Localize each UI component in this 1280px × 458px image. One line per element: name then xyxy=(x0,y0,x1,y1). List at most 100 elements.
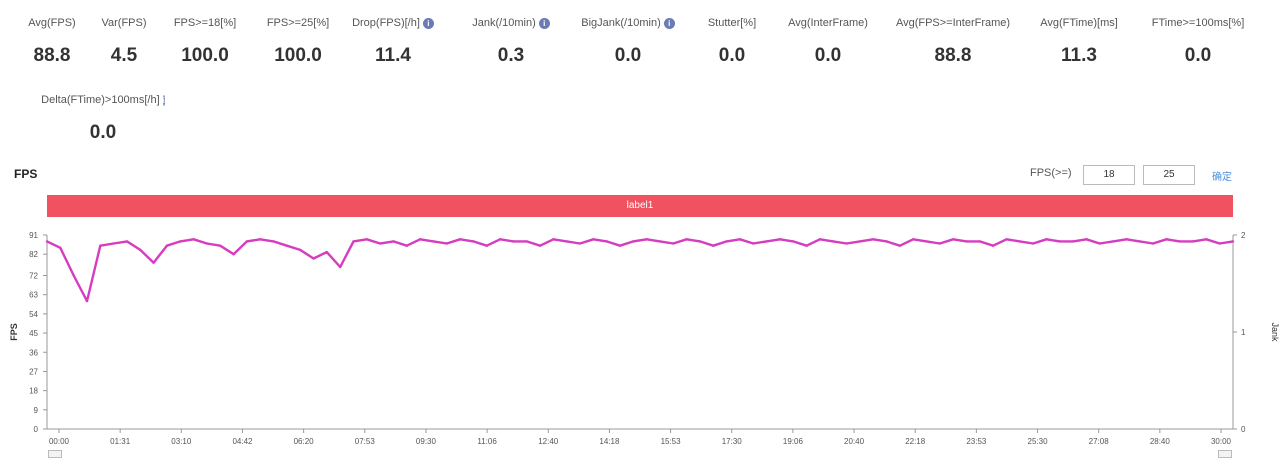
metric-label-text: FPS>=18[%] xyxy=(173,17,237,29)
metric-value: 100.0 xyxy=(181,45,229,66)
fps-data-point xyxy=(232,253,235,256)
y-tick-label: 82 xyxy=(29,250,38,259)
y-tick-label: 72 xyxy=(29,272,38,281)
fps-data-point xyxy=(632,240,635,243)
metric-card: FTime>=100ms[%] 0.0 xyxy=(1143,15,1253,67)
fps-data-point xyxy=(325,250,328,254)
fps-low-input[interactable] xyxy=(1083,165,1135,185)
fps-data-point xyxy=(1205,238,1208,241)
metric-label: BigJank(/10min) i xyxy=(573,15,683,31)
fps-data-point xyxy=(738,238,742,241)
fps-data-point xyxy=(592,238,595,241)
fps-data-point xyxy=(85,299,89,303)
metric-card: BigJank(/10min) i 0.0 xyxy=(573,15,683,67)
fps-data-point xyxy=(925,240,928,243)
y-tick-label: 45 xyxy=(29,329,38,338)
fps-data-point xyxy=(712,244,715,247)
metric-label: Drop(FPS)[/h] i xyxy=(338,15,448,31)
fps-data-point xyxy=(165,244,169,247)
x-tick-label: 22:18 xyxy=(905,437,926,446)
fps-data-point xyxy=(672,242,675,245)
fps-data-point xyxy=(139,248,142,252)
y-tick-label: 0 xyxy=(34,425,39,434)
info-icon[interactable]: i xyxy=(162,94,165,106)
fps-data-point xyxy=(259,238,262,241)
zoom-handle-right[interactable] xyxy=(1218,450,1232,458)
fps-data-point xyxy=(538,244,542,247)
info-icon[interactable]: i xyxy=(422,17,434,29)
fps-data-point xyxy=(938,242,941,245)
fps-section-title: FPS xyxy=(14,167,38,181)
fps-data-point xyxy=(645,238,648,241)
fps-data-point xyxy=(432,240,435,243)
fps-data-point xyxy=(405,244,408,247)
metric-label: Avg(InterFrame) xyxy=(773,15,883,31)
metric-label-text: Stutter[%] xyxy=(707,17,757,29)
label-bar[interactable]: label1 xyxy=(47,195,1233,217)
fps-data-point xyxy=(458,238,462,241)
metric-label: Jank(/10min) i xyxy=(456,15,566,31)
fps-filter-label: FPS(>=) xyxy=(1030,167,1072,179)
fps-data-point xyxy=(1178,240,1181,243)
x-tick-label: 15:53 xyxy=(661,437,682,446)
x-tick-label: 11:06 xyxy=(477,437,497,446)
fps-data-point xyxy=(1138,240,1141,243)
fps-data-point xyxy=(418,238,422,241)
metric-card: Stutter[%] 0.0 xyxy=(677,15,787,67)
fps-data-point xyxy=(1111,240,1115,243)
fps-data-point xyxy=(1125,238,1128,241)
x-tick-label: 12:40 xyxy=(538,437,559,446)
metric-card: Avg(FTime)[ms] 11.3 xyxy=(1024,15,1134,67)
zoom-handle-left[interactable] xyxy=(48,450,62,458)
fps-data-point xyxy=(778,238,782,241)
y-tick-label: 27 xyxy=(29,367,38,376)
fps-data-point xyxy=(245,240,249,243)
fps-data-point xyxy=(698,240,702,243)
fps-data-point xyxy=(578,242,582,245)
x-tick-label: 14:18 xyxy=(599,437,620,446)
metric-value: 11.3 xyxy=(1061,45,1097,66)
info-icon[interactable]: i xyxy=(663,17,675,29)
metric-label-text: Avg(FTime)[ms] xyxy=(1040,17,1118,29)
fps-data-point xyxy=(552,238,555,241)
fps-data-point xyxy=(765,240,768,243)
y2-tick-label: 0 xyxy=(1241,425,1246,434)
metric-card: Avg(FPS>=InterFrame) 88.8 xyxy=(896,15,1010,67)
fps-data-point xyxy=(352,240,355,243)
metric-label: Delta(FTime)>100ms[/h] i xyxy=(41,92,165,108)
metric-label-text: Avg(InterFrame) xyxy=(788,17,868,29)
fps-data-point xyxy=(658,240,662,243)
fps-line-chart: 0 9 18 27 36 45 54 63 72 82 91 0 1 2 FPS Jank 00:00 01:31… xyxy=(9,231,1280,446)
info-icon[interactable]: i xyxy=(538,17,550,29)
fps-data-point xyxy=(991,244,995,247)
fps-high-input[interactable] xyxy=(1143,165,1195,185)
fps-data-point xyxy=(1058,240,1062,243)
metric-label-text: Var(FPS) xyxy=(101,17,147,29)
y2-tick-label: 1 xyxy=(1241,328,1246,337)
x-tick-label: 27:08 xyxy=(1089,437,1110,446)
metric-value: 0.0 xyxy=(89,122,117,143)
metric-label-text: FTime>=100ms[%] xyxy=(1151,17,1245,29)
x-tick-label: 00:00 xyxy=(49,437,70,446)
confirm-button[interactable]: 确定 xyxy=(1212,172,1232,183)
metric-label-text: Jank(/10min) xyxy=(472,17,536,29)
x-tick-label: 06:20 xyxy=(294,437,315,446)
fps-data-point xyxy=(1018,240,1021,243)
x-tick-label: 01:31 xyxy=(110,437,131,446)
x-tick-label: 23:53 xyxy=(966,437,987,446)
metric-label: Avg(FPS) xyxy=(0,15,107,31)
fps-data-point xyxy=(205,242,209,245)
fps-data-point xyxy=(59,246,62,249)
metric-label: Var(FPS) xyxy=(69,15,179,31)
metric-card: Delta(FTime)>100ms[/h] i 0.0 xyxy=(41,92,165,144)
fps-data-point xyxy=(805,244,808,247)
metric-label: FPS>=18[%] xyxy=(150,15,260,31)
fps-data-point xyxy=(885,240,888,243)
fps-data-point xyxy=(312,257,315,260)
fps-data-point xyxy=(1191,240,1195,243)
metric-label-text: BigJank(/10min) xyxy=(581,17,661,29)
metric-label: FPS>=25[%] xyxy=(243,15,353,31)
metric-value: 88.8 xyxy=(33,45,71,66)
metric-label: Stutter[%] xyxy=(677,15,787,31)
fps-data-point xyxy=(99,244,102,247)
